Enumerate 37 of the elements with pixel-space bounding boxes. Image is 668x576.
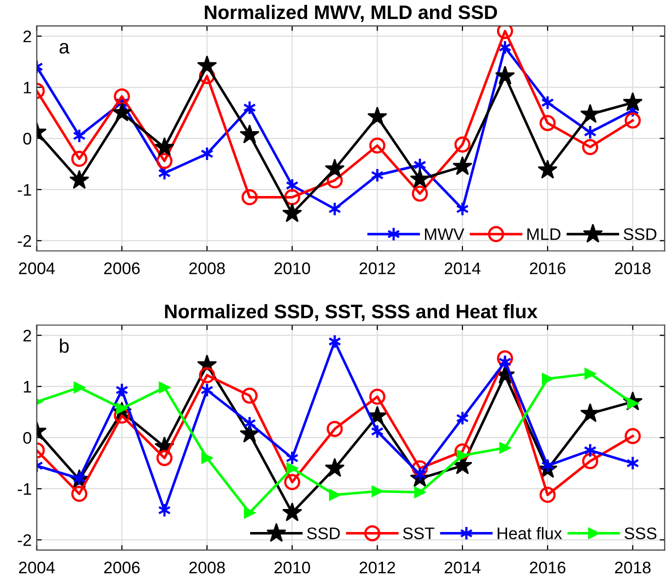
x-tick-label: 2018 [615, 262, 651, 274]
y-tick-label: 2 [23, 30, 32, 42]
x-tick-label: 2004 [19, 262, 55, 274]
annotation: b [60, 338, 69, 353]
x-tick-label: 2014 [444, 262, 480, 274]
x-tick-label: 2008 [189, 562, 225, 574]
annotation: a [60, 42, 70, 54]
x-tick-label: 2012 [360, 562, 396, 574]
x-tick-label: 2016 [530, 262, 566, 274]
legend-label: SSD [307, 527, 340, 540]
x-tick-label: 2006 [104, 562, 140, 574]
y-tick-label: 1 [24, 82, 32, 94]
x-tick-label: 2004 [19, 562, 55, 574]
legend-label: SST [403, 527, 434, 540]
legend-label: SSS [624, 527, 656, 540]
x-tick-label: 2012 [360, 262, 396, 274]
legend-label: MWV [425, 228, 464, 240]
x-tick-label: 2008 [189, 262, 225, 274]
y-tick-label: -1 [18, 483, 32, 495]
legend-label: SSD [624, 228, 656, 240]
x-tick-label: 2014 [444, 562, 480, 574]
x-tick-label: 2016 [530, 562, 566, 574]
x-tick-label: 2018 [615, 562, 651, 574]
y-tick-label: 0 [23, 432, 32, 444]
x-tick-label: 2006 [104, 262, 140, 274]
y-tick-label: -2 [18, 534, 32, 546]
chart-title: Normalized MWV, MLD and SSD [204, 4, 497, 22]
y-tick-label: -1 [18, 184, 32, 196]
x-tick-label: 2010 [274, 262, 310, 274]
y-tick-label: 0 [23, 132, 32, 145]
y-tick-label: -2 [18, 235, 32, 247]
legend-label: MLD [527, 228, 560, 240]
y-tick-label: 2 [23, 330, 32, 342]
x-tick-label: 2010 [274, 562, 310, 574]
chart-title: Normalized SSD, SST, SSS and Heat flux [165, 304, 538, 322]
y-tick-label: 1 [24, 381, 32, 393]
legend-label: Heat flux [498, 527, 562, 540]
